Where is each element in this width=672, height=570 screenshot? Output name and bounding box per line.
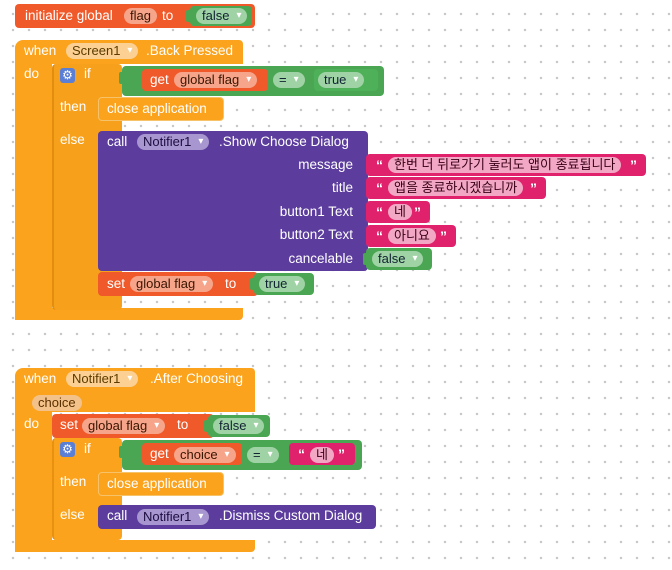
initialize-to-label: to <box>162 8 174 23</box>
if-label: if <box>84 66 91 81</box>
back-pressed-event-label: .Back Pressed <box>146 43 234 58</box>
false-dropdown[interactable]: false <box>196 8 248 24</box>
logic-plug <box>250 278 256 290</box>
title-text-field[interactable]: 앱을 종료하시겠습니까 <box>388 180 524 196</box>
do-label: do <box>24 66 40 81</box>
quote-close-icon: ” <box>440 228 447 244</box>
screen1-dropdown[interactable]: Screen1 <box>66 43 139 59</box>
after-choosing-event-label: .After Choosing <box>150 371 244 386</box>
get-choice-dropdown[interactable]: choice <box>174 447 236 463</box>
set-var-dropdown[interactable]: global flag <box>130 276 214 292</box>
cancelable-dropdown[interactable]: false <box>372 251 424 267</box>
quote-close-icon: ” <box>414 204 421 220</box>
notifier-dropdown[interactable]: Notifier1 <box>137 509 210 525</box>
quote-close-icon: ” <box>338 446 345 462</box>
close-application-label: close application <box>107 101 207 116</box>
then-label: then <box>60 474 87 489</box>
choice-param-field[interactable]: choice <box>32 395 82 411</box>
mutator-gear-icon[interactable]: ⚙ <box>60 68 75 83</box>
show-choose-dialog-label: .Show Choose Dialog <box>219 134 349 149</box>
quote-open-icon: “ <box>298 446 305 462</box>
when-label: when <box>24 43 57 58</box>
when-label: when <box>24 371 57 386</box>
true-dropdown[interactable]: true <box>318 72 365 88</box>
back-pressed-do-rail <box>15 62 52 320</box>
do-label: do <box>24 416 40 431</box>
quote-open-icon: “ <box>376 180 383 196</box>
quote-open-icon: “ <box>376 228 383 244</box>
button1-text-field[interactable]: 네 <box>388 204 412 220</box>
show-choose-dialog-block[interactable] <box>98 131 368 271</box>
set-label: set <box>60 417 79 432</box>
close-application-block-2[interactable] <box>98 472 224 496</box>
compare-op-dropdown[interactable]: = <box>273 72 305 88</box>
param-button2-label: button2 Text <box>279 227 353 242</box>
set-label: set <box>107 276 126 291</box>
set-to-label: to <box>177 417 189 432</box>
set-true-dropdown[interactable]: true <box>259 276 306 292</box>
quote-close-icon: ” <box>630 157 637 173</box>
mutator-gear-icon[interactable]: ⚙ <box>60 442 75 457</box>
quote-close-icon: ” <box>530 180 537 196</box>
get-label: get <box>150 446 169 461</box>
get-label: get <box>150 72 169 87</box>
logic-plug <box>204 420 210 432</box>
message-text-field[interactable]: 한번 더 뒤로가기 눌러도 앱이 종료됩니다 <box>388 157 622 173</box>
param-title-label: title <box>331 180 353 195</box>
else-label: else <box>60 507 85 522</box>
back-pressed-bottom-bar <box>15 308 243 320</box>
after-choosing-bottom-bar <box>15 540 255 552</box>
param-message-label: message <box>298 157 353 172</box>
quote-open-icon: “ <box>376 204 383 220</box>
set-to-label: to <box>225 276 237 291</box>
then-label: then <box>60 99 87 114</box>
call-label: call <box>107 508 128 523</box>
button2-text-field[interactable]: 아니요 <box>388 228 436 244</box>
call-label: call <box>107 134 128 149</box>
logic-plug <box>186 10 192 22</box>
notifier1-event-dropdown[interactable]: Notifier1 <box>66 371 139 387</box>
if-label: if <box>84 441 91 456</box>
get-var-dropdown[interactable]: global flag <box>174 72 258 88</box>
param-cancelable-label: cancelable <box>288 251 353 266</box>
notifier-dropdown[interactable]: Notifier1 <box>137 134 210 150</box>
quote-open-icon: “ <box>376 157 383 173</box>
close-application-label: close application <box>107 476 207 491</box>
compare-op-dropdown[interactable]: = <box>247 447 279 463</box>
dismiss-custom-dialog-label: .Dismiss Custom Dialog <box>219 508 363 523</box>
set-false-dropdown[interactable]: false <box>213 418 265 434</box>
after-choosing-do-rail <box>15 410 52 552</box>
global-var-name-field[interactable]: flag <box>124 8 157 24</box>
close-application-block[interactable] <box>98 97 224 121</box>
else-label: else <box>60 132 85 147</box>
initialize-global-label: initialize global <box>25 8 113 23</box>
set-var-dropdown[interactable]: global flag <box>82 418 166 434</box>
param-button1-label: button1 Text <box>279 204 353 219</box>
compare-text-field[interactable]: 네 <box>310 447 334 463</box>
